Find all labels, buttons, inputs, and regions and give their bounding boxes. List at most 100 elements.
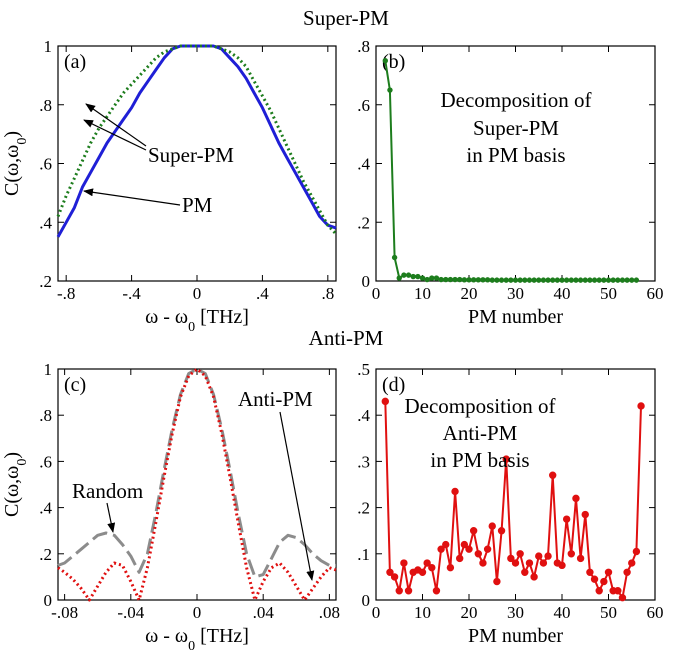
- data-point-d: [479, 559, 487, 567]
- y-tick-label-c: 0: [44, 591, 53, 610]
- x-tick-label-b: 50: [600, 284, 617, 303]
- y-tick-label-a: .4: [39, 213, 52, 232]
- arrow-pm: [83, 188, 181, 206]
- data-point-b: [401, 272, 407, 278]
- x-axis-label-d: PM number: [468, 625, 563, 647]
- panel-d-annotations: Decomposition of Anti-PM in PM basis: [404, 394, 555, 472]
- data-point-b: [424, 276, 430, 283]
- figure-title-top: Super-PM: [303, 6, 389, 30]
- x-tick-label-b: 20: [461, 284, 478, 303]
- arrow-super-pm-lower: [83, 119, 147, 151]
- panel-label-b: (b): [382, 51, 405, 73]
- data-point-d: [544, 552, 552, 560]
- y-tick-label-c: .8: [39, 406, 52, 425]
- data-point-b: [410, 273, 416, 280]
- x-tick-label-d: 0: [372, 603, 381, 622]
- data-point-d: [451, 487, 459, 496]
- data-point-b: [503, 277, 509, 283]
- series-line-a-super-pm: [56, 44, 338, 236]
- data-point-b: [475, 277, 481, 283]
- data-point-d: [446, 563, 455, 572]
- x-tick-label-d: 20: [461, 603, 478, 622]
- x-axis-label-b: PM number: [468, 306, 563, 328]
- y-tick-label-b: 0: [362, 272, 371, 291]
- y-tick-label-a: .6: [39, 155, 52, 174]
- x-tick-label-d: 50: [600, 603, 617, 622]
- data-point-b: [577, 277, 584, 283]
- data-point-b: [489, 277, 495, 283]
- arrow-anti-pm: [279, 411, 315, 581]
- data-point-b: [443, 276, 449, 283]
- x-tick-label-a: -.8: [57, 284, 75, 303]
- data-point-b: [605, 277, 612, 283]
- y-tick-label-d: .5: [357, 360, 370, 379]
- data-point-d: [386, 568, 394, 576]
- panel-a-annotations: Super-PM PM: [83, 103, 234, 217]
- y-tick-label-a: .2: [39, 272, 52, 291]
- data-point-d: [623, 568, 631, 576]
- data-point-b: [517, 277, 523, 283]
- data-point-d: [576, 554, 585, 563]
- data-point-b: [466, 277, 472, 283]
- data-point-d: [572, 494, 580, 503]
- data-point-b: [382, 57, 388, 64]
- data-point-b: [461, 277, 468, 283]
- data-point-b: [596, 277, 602, 283]
- annotation-anti-pm: Anti-PM: [238, 387, 313, 411]
- data-point-d: [628, 559, 636, 567]
- data-point-d: [539, 559, 548, 567]
- data-point-b: [387, 87, 393, 93]
- data-point-d: [632, 547, 641, 556]
- data-point-b: [540, 277, 547, 283]
- x-tick-label-b: 0: [372, 284, 381, 303]
- y-tick-label-d: .4: [357, 406, 370, 425]
- data-point-d: [595, 587, 603, 595]
- data-point-d: [562, 515, 571, 523]
- data-point-b: [452, 276, 458, 283]
- data-point-d: [423, 559, 431, 567]
- y-axis-label-c: C(ω,ω0): [1, 452, 30, 517]
- data-point-b: [536, 277, 542, 283]
- data-point-d: [558, 561, 566, 570]
- data-point-d: [460, 540, 469, 549]
- data-point-b: [405, 272, 412, 278]
- x-tick-label-b: 60: [647, 284, 664, 303]
- x-tick-label-c: .08: [319, 603, 340, 622]
- data-point-d: [530, 573, 538, 581]
- data-point-d: [600, 577, 608, 586]
- x-tick-label-a: -.4: [122, 284, 141, 303]
- data-point-b: [457, 276, 463, 283]
- annotation-super-pm: Super-PM: [148, 143, 234, 167]
- arrow-super-pm-upper: [85, 103, 147, 147]
- panel-a: -.8 -.4 0 .4 .8 .2 .4 .6 .8 1 (a) ω - ω0 [THz] C(ω,ω…: [1, 37, 338, 335]
- data-point-b: [568, 277, 574, 283]
- data-point-d: [469, 527, 478, 535]
- y-tick-label-d: 0: [362, 591, 371, 610]
- data-point-b: [573, 277, 579, 283]
- panel-b-annotations: Decomposition of Super-PM in PM basis: [440, 88, 591, 167]
- annotation-d-line1: Decomposition of: [404, 394, 555, 418]
- x-tick-label-c: -.04: [117, 603, 144, 622]
- panel-d: 0 10 20 30 40 50 60 0 .1 .2 .3 .4 .5 (d) PM number: [357, 360, 663, 647]
- y-tick-label-d: .3: [357, 452, 370, 471]
- data-point-b: [629, 277, 635, 283]
- data-point-b: [601, 277, 607, 283]
- x-tick-label-d: 10: [414, 603, 431, 622]
- data-point-d: [590, 575, 599, 583]
- data-point-d: [395, 587, 403, 595]
- y-tick-label-c: 1: [44, 360, 53, 379]
- y-tick-label-b: .2: [357, 213, 370, 232]
- x-tick-label-d: 40: [554, 603, 571, 622]
- data-point-d: [432, 587, 441, 595]
- data-point-d: [497, 527, 506, 535]
- y-tick-label-b: .4: [357, 155, 370, 174]
- panel-label-d: (d): [382, 374, 405, 396]
- annotation-d-line2: Anti-PM: [443, 421, 518, 445]
- x-tick-label-c: -.08: [51, 603, 78, 622]
- data-point-d: [456, 554, 464, 563]
- y-tick-label-b: .6: [357, 96, 370, 115]
- data-point-b: [447, 276, 454, 283]
- data-point-b: [619, 277, 626, 283]
- data-point-d: [442, 540, 450, 549]
